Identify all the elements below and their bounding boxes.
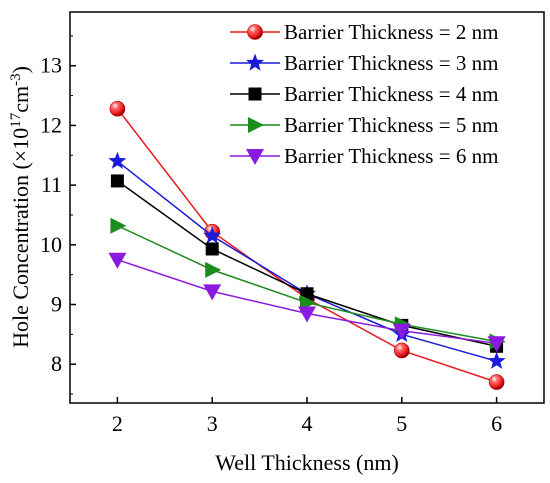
series-5: [108, 252, 506, 353]
legend-marker: [248, 117, 264, 133]
y-axis-title-exponent-2: -3: [8, 73, 24, 86]
data-point: [393, 342, 410, 359]
data-point: [392, 323, 411, 340]
data-point: [110, 217, 127, 234]
legend: Barrier Thickness = 2 nm Barrier Thicknes…: [230, 20, 498, 168]
legend-label: Barrier Thickness = 2 nm: [284, 20, 498, 44]
y-axis-title-suffix: ): [8, 66, 33, 73]
legend-marker: [245, 53, 265, 71]
legend-label: Barrier Thickness = 5 nm: [284, 113, 498, 137]
legend-label: Barrier Thickness = 6 nm: [284, 144, 498, 168]
data-point: [205, 261, 222, 278]
data-point: [203, 284, 222, 301]
x-tick-label: 5: [396, 411, 407, 436]
data-point: [488, 374, 505, 390]
data-point: [203, 226, 222, 244]
y-axis-title-unit: cm: [8, 86, 33, 113]
y-tick-label: 12: [40, 112, 62, 137]
x-tick-label: 3: [207, 411, 218, 436]
y-tick-label: 10: [40, 232, 62, 257]
legend-item: Barrier Thickness = 3 nm: [230, 51, 498, 75]
legend-item: Barrier Thickness = 5 nm: [230, 113, 498, 137]
y-tick-label: 11: [41, 172, 62, 197]
y-axis-title-prefix: Hole Concentration (×10: [8, 128, 33, 348]
x-tick-label: 2: [112, 411, 123, 436]
series-3: [110, 174, 504, 353]
data-point: [110, 174, 124, 188]
series-group: [108, 100, 506, 390]
axes: 2 3 4 5 6 8 9 10 11 12 13: [40, 35, 502, 436]
data-point: [205, 242, 219, 256]
legend-marker: [248, 87, 262, 101]
legend-marker: [246, 149, 264, 165]
x-tick-label: 4: [302, 411, 313, 436]
legend-label: Barrier Thickness = 4 nm: [284, 82, 498, 106]
x-tick-label: 6: [491, 411, 502, 436]
data-point: [298, 306, 316, 323]
legend-label: Barrier Thickness = 3 nm: [284, 51, 498, 75]
data-point: [109, 100, 126, 117]
legend-item: Barrier Thickness = 2 nm: [230, 20, 498, 44]
y-tick-label: 13: [40, 53, 62, 78]
data-point: [487, 336, 506, 353]
y-tick-label: 8: [51, 351, 62, 376]
data-point: [108, 252, 127, 269]
series-line: [117, 225, 497, 343]
legend-marker: [247, 24, 263, 40]
x-axis-title: Well Thickness (nm): [215, 450, 399, 475]
y-axis-title-exponent-1: 17: [8, 112, 24, 128]
y-tick-label: 9: [51, 292, 62, 317]
legend-item: Barrier Thickness = 6 nm: [230, 144, 498, 168]
legend-item: Barrier Thickness = 4 nm: [230, 82, 498, 106]
series-4: [110, 217, 506, 350]
data-point: [487, 351, 506, 369]
data-point: [108, 151, 127, 169]
y-axis-title: Hole Concentration (×1017cm-3): [8, 66, 33, 348]
